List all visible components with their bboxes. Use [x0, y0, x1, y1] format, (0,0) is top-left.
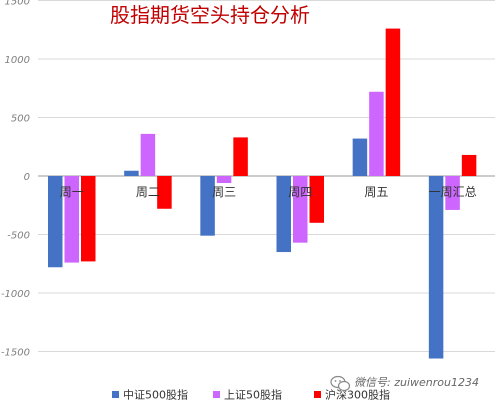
bar-2-2 — [140, 133, 156, 176]
bar-3-1 — [81, 176, 96, 262]
bar-1-5 — [352, 138, 368, 176]
category-label: 周四 — [288, 185, 312, 199]
legend-label: 沪深300股指 — [325, 388, 390, 402]
y-tick-label: 0 — [24, 172, 30, 183]
bar-1-2 — [124, 170, 139, 176]
gridlines — [38, 0, 495, 352]
y-tick-label: -1500 — [1, 348, 30, 359]
category-label: 一周汇总 — [429, 185, 477, 199]
watermark-text: 微信号: zuiwenrou1234 — [354, 376, 479, 389]
bar-1-3 — [200, 176, 215, 236]
legend-swatch — [213, 391, 220, 398]
bar-2-1 — [64, 176, 79, 263]
legend: 中证500股指 上证50股指 沪深300股指 — [112, 388, 390, 402]
bar-3-4 — [309, 176, 324, 223]
bar-1-6 — [428, 176, 444, 359]
bar-3-3 — [233, 137, 248, 176]
legend-swatch — [314, 391, 321, 398]
chart-title: 股指期货空头持仓分析 — [110, 3, 310, 27]
legend-label: 中证500股指 — [123, 388, 188, 402]
bar-2-6 — [445, 176, 460, 210]
y-tick-label: 1500 — [5, 0, 30, 8]
category-label: 周二 — [136, 185, 160, 199]
bar-3-2 — [157, 176, 172, 209]
bar-2-5 — [369, 91, 384, 176]
bar-3-6 — [461, 154, 477, 176]
category-labels: 周一 周二 周三 周四 周五 一周汇总 — [60, 185, 477, 199]
y-tick-label: -500 — [7, 231, 30, 242]
bar-2-4 — [293, 176, 308, 243]
category-label: 周三 — [212, 185, 236, 199]
y-tick-label: 1000 — [5, 55, 30, 66]
category-label: 周一 — [60, 185, 84, 199]
y-tick-label: 500 — [11, 114, 30, 125]
y-tick-label: -1000 — [1, 289, 30, 300]
y-axis-ticks: 1500 1000 500 0 -500 -1000 -1500 — [1, 0, 30, 359]
watermark: 微信号: zuiwenrou1234 — [330, 375, 479, 392]
bar-2-3 — [216, 176, 232, 184]
wechat-icon — [330, 375, 351, 392]
bar-1-4 — [276, 176, 291, 253]
bar-3-5 — [385, 28, 401, 176]
legend-swatch — [112, 391, 119, 398]
category-label: 周五 — [364, 185, 388, 199]
bars — [48, 28, 477, 359]
legend-label: 上证50股指 — [224, 388, 282, 402]
bar-1-1 — [48, 176, 63, 268]
